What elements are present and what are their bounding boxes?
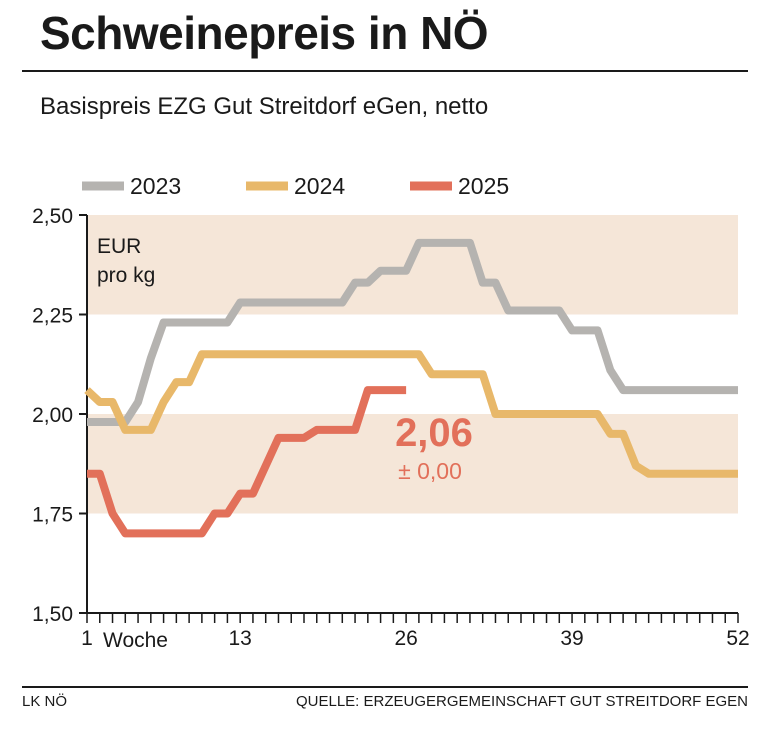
chart-title: Schweinepreis in NÖ: [40, 7, 489, 59]
y-tick-label: 2,00: [32, 404, 73, 427]
unit-label-line1: EUR: [97, 235, 141, 258]
legend-label-2025: 2025: [458, 173, 509, 199]
x-tick-label: 52: [726, 627, 749, 650]
annotation-current-price: 2,06: [395, 411, 473, 455]
title-rule: [22, 70, 748, 72]
y-tick-label: 2,25: [32, 305, 73, 328]
x-tick-label: 13: [228, 627, 251, 650]
series-line-2025: [87, 386, 407, 538]
footer-source: QUELLE: ERZEUGERGEMEINSCHAFT GUT STREITD…: [295, 693, 748, 710]
shaded-band-0: [87, 414, 738, 514]
series-line-2024: [84, 350, 738, 478]
annotation-change: ± 0,00: [398, 458, 462, 484]
y-tick-label: 1,50: [32, 603, 73, 626]
unit-label-line2: pro kg: [97, 264, 155, 287]
chart-subtitle: Basispreis EZG Gut Streitdorf eGen, nett…: [40, 93, 489, 120]
legend-label-2023: 2023: [130, 173, 181, 199]
footer-publisher: LK NÖ: [22, 693, 68, 710]
series-line-2023: [87, 238, 738, 426]
x-tick-label: 1: [81, 627, 93, 650]
footer-rule: [22, 686, 748, 688]
x-tick-label: 39: [560, 627, 583, 650]
y-tick-label: 1,75: [32, 504, 73, 527]
x-axis-label: Woche: [103, 629, 168, 652]
legend-label-2024: 2024: [294, 173, 345, 199]
x-tick-label: 26: [394, 627, 417, 650]
y-tick-label: 2,50: [32, 205, 73, 228]
